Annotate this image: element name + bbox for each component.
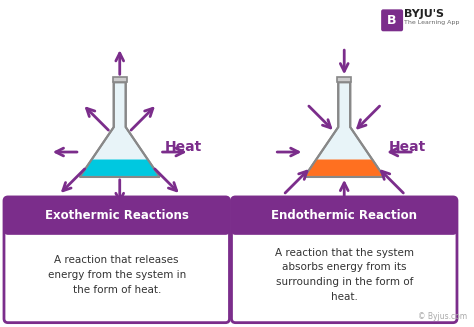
Text: Exothermic Reactions: Exothermic Reactions: [45, 209, 189, 222]
FancyBboxPatch shape: [231, 197, 457, 235]
Text: © Byjus.com: © Byjus.com: [418, 312, 467, 321]
Text: BYJU'S: BYJU'S: [404, 9, 444, 19]
Text: Heat: Heat: [164, 140, 202, 154]
Polygon shape: [304, 82, 384, 177]
Polygon shape: [305, 160, 383, 176]
Text: Endothermic Reaction: Endothermic Reaction: [271, 209, 417, 222]
FancyBboxPatch shape: [381, 9, 403, 31]
Text: A reaction that the system
absorbs energy from its
surrounding in the form of
he: A reaction that the system absorbs energ…: [275, 248, 414, 302]
Bar: [8, 216, 226, 231]
Text: The Learning App: The Learning App: [404, 20, 459, 25]
Bar: [337, 77, 351, 82]
Text: Heat: Heat: [389, 140, 427, 154]
Polygon shape: [81, 160, 159, 176]
FancyBboxPatch shape: [4, 197, 229, 235]
FancyBboxPatch shape: [231, 197, 457, 323]
Polygon shape: [80, 82, 160, 177]
Bar: [236, 216, 453, 231]
Text: B: B: [387, 14, 397, 27]
Text: A reaction that releases
energy from the system in
the form of heat.: A reaction that releases energy from the…: [47, 255, 186, 295]
FancyBboxPatch shape: [4, 197, 229, 323]
Bar: [113, 77, 127, 82]
